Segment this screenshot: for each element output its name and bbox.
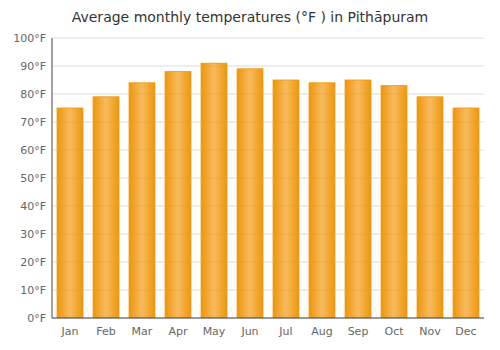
x-tick-label: Feb bbox=[96, 325, 115, 338]
bar bbox=[93, 97, 119, 318]
chart-container: Average monthly temperatures (°F ) in Pi… bbox=[0, 0, 500, 350]
bar bbox=[273, 80, 299, 318]
y-tick-label: 80°F bbox=[20, 88, 46, 101]
x-tick-label: Dec bbox=[455, 325, 476, 338]
x-tick-label: Jul bbox=[278, 325, 292, 338]
grid-line bbox=[52, 318, 484, 319]
chart-svg: Average monthly temperatures (°F ) in Pi… bbox=[0, 0, 500, 350]
bar bbox=[345, 80, 371, 318]
y-tick-label: 90°F bbox=[20, 60, 46, 73]
y-tick-label: 70°F bbox=[20, 116, 46, 129]
x-axis-line bbox=[52, 318, 484, 319]
x-tick-label: Sep bbox=[348, 325, 369, 338]
bar bbox=[57, 108, 83, 318]
bar bbox=[201, 63, 227, 318]
x-tick-label: Aug bbox=[311, 325, 332, 338]
bar bbox=[309, 83, 335, 318]
y-tick-label: 100°F bbox=[13, 32, 46, 45]
x-tick-label: Mar bbox=[132, 325, 153, 338]
y-tick-label: 30°F bbox=[20, 228, 46, 241]
x-tick-label: Apr bbox=[168, 325, 188, 338]
y-tick-label: 10°F bbox=[20, 284, 46, 297]
grid bbox=[52, 38, 484, 318]
grid-line bbox=[52, 66, 484, 67]
bar bbox=[129, 83, 155, 318]
bars bbox=[57, 63, 479, 318]
bar bbox=[237, 69, 263, 318]
bar bbox=[417, 97, 443, 318]
x-axis: Jan Feb Mar Apr May Jun Jul Aug Sep Oct Nov Dec bbox=[61, 325, 477, 338]
chart-title: Average monthly temperatures (°F ) in Pi… bbox=[72, 9, 429, 25]
y-axis: 0°F 10°F 20°F 30°F 40°F 50°F 60°F 70°F 80°F 90°F 1… bbox=[13, 32, 46, 325]
grid-line bbox=[52, 38, 484, 39]
bar bbox=[165, 72, 191, 318]
y-axis-line bbox=[52, 38, 53, 318]
y-tick-label: 0°F bbox=[27, 312, 46, 325]
y-tick-label: 50°F bbox=[20, 172, 46, 185]
x-tick-label: Jan bbox=[61, 325, 79, 338]
y-tick-label: 40°F bbox=[20, 200, 46, 213]
bar bbox=[381, 86, 407, 318]
x-tick-label: Jun bbox=[240, 325, 258, 338]
x-tick-label: Oct bbox=[384, 325, 404, 338]
y-tick-label: 60°F bbox=[20, 144, 46, 157]
grid-line bbox=[52, 94, 484, 95]
x-tick-label: Nov bbox=[419, 325, 441, 338]
y-tick-label: 20°F bbox=[20, 256, 46, 269]
bar bbox=[453, 108, 479, 318]
x-tick-label: May bbox=[203, 325, 226, 338]
